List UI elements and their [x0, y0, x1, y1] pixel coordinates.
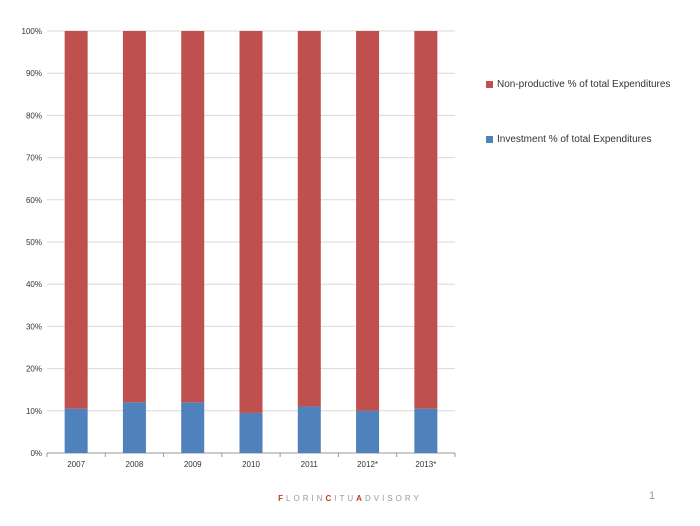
page-number: 1 — [649, 490, 656, 502]
y-tick-label: 60% — [26, 196, 42, 205]
y-tick-label: 100% — [22, 27, 42, 36]
x-tick-label: 2007 — [67, 460, 85, 469]
bar-investment — [64, 408, 88, 453]
x-tick-label: 2008 — [126, 460, 144, 469]
legend-item-non-productive: Non-productive % of total Expenditures — [486, 78, 686, 91]
brand-letter-c: C — [325, 494, 335, 503]
bar-non-productive — [64, 31, 88, 409]
bar-non-productive — [239, 31, 263, 413]
legend-item-investment: Investment % of total Expenditures — [486, 133, 686, 146]
legend-swatch-non-productive — [486, 81, 493, 88]
y-tick-label: 20% — [26, 365, 42, 374]
x-tick-label: 2009 — [184, 460, 202, 469]
legend-label-non-productive: Non-productive % of total Expenditures — [497, 79, 671, 90]
bar-non-productive — [122, 31, 146, 403]
x-tick-label: 2013* — [415, 460, 436, 469]
footer-brand: FLORINCITUADVISORY — [0, 494, 700, 503]
bar-non-productive — [297, 31, 321, 407]
bar-investment — [181, 402, 205, 453]
y-tick-label: 80% — [26, 111, 42, 120]
x-tick-label: 2012* — [357, 460, 378, 469]
bar-investment — [297, 406, 321, 453]
x-tick-label: 2010 — [242, 460, 260, 469]
y-tick-label: 10% — [26, 407, 42, 416]
brand-text-itu: ITU — [334, 494, 357, 503]
bars — [64, 31, 438, 453]
bar-investment — [239, 412, 263, 453]
x-tick-label: 2011 — [301, 460, 319, 469]
brand-text-dvisory: DVISORY — [364, 494, 422, 503]
legend-label-investment: Investment % of total Expenditures — [497, 134, 652, 145]
brand-text-lorin: LORIN — [286, 494, 326, 503]
y-tick-label: 30% — [26, 322, 42, 331]
y-tick-label: 50% — [26, 238, 42, 247]
bar-non-productive — [414, 31, 438, 409]
y-axis-ticks: 0% 10% 20% 30% 40% 50% 60% 70% 80% 90% 100% — [22, 27, 42, 458]
bar-investment — [356, 410, 380, 453]
brand-letter-a: A — [356, 494, 365, 503]
y-tick-label: 0% — [30, 449, 42, 458]
legend: Non-productive % of total Expenditures I… — [486, 78, 686, 188]
bar-non-productive — [181, 31, 205, 403]
bar-investment — [414, 408, 438, 453]
brand-letter-f: F — [278, 494, 287, 503]
bar-investment — [122, 402, 146, 453]
bar-non-productive — [356, 31, 380, 411]
legend-swatch-investment — [486, 136, 493, 143]
y-tick-label: 90% — [26, 69, 42, 78]
y-tick-label: 40% — [26, 280, 42, 289]
y-tick-label: 70% — [26, 154, 42, 163]
x-axis-ticks: 2007 2008 2009 2010 2011 2012* 2013* — [46, 453, 456, 469]
